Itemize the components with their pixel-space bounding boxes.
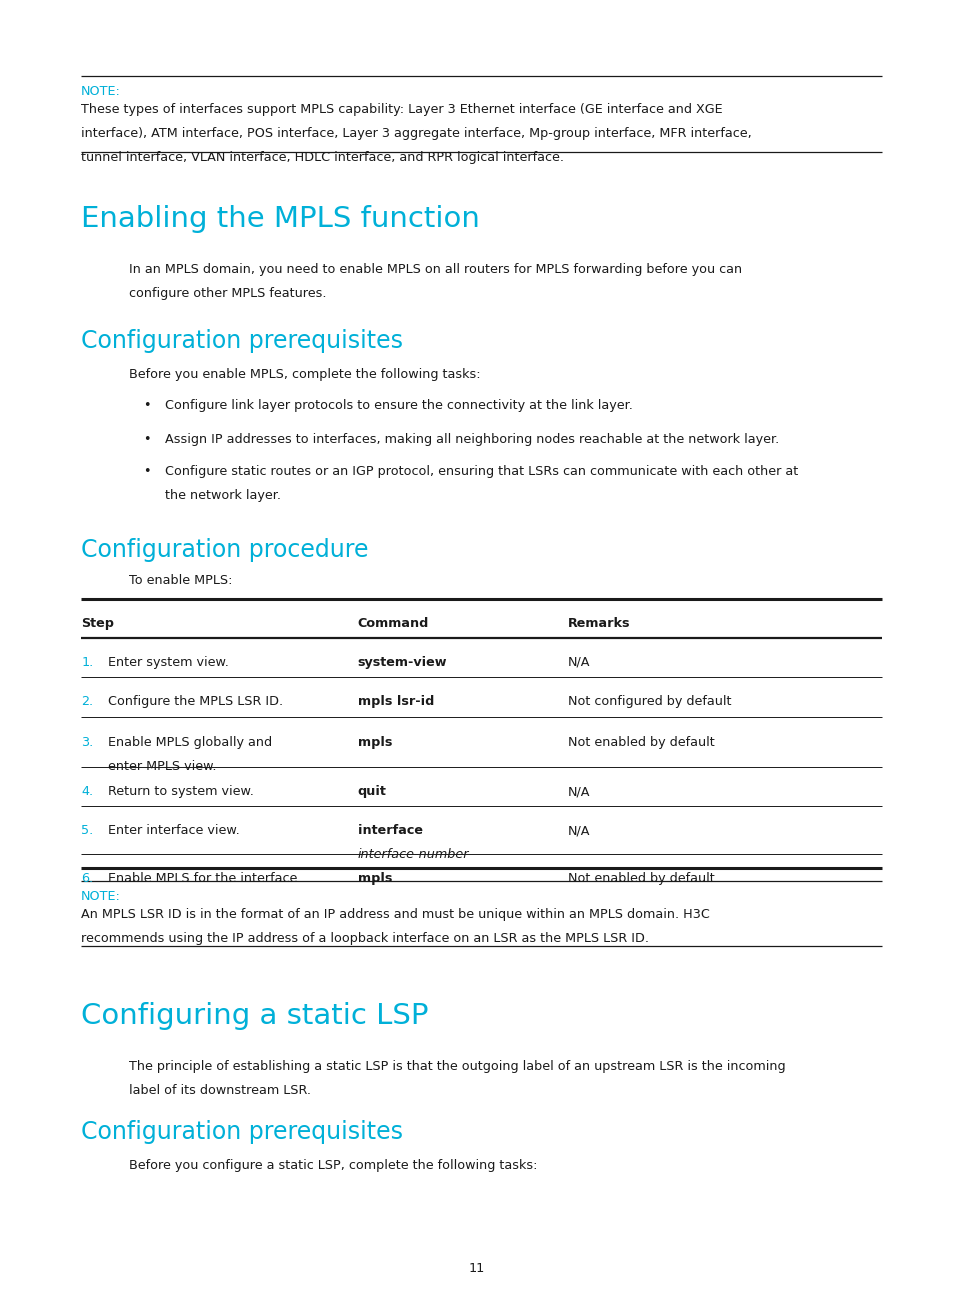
Text: Before you enable MPLS, complete the following tasks:: Before you enable MPLS, complete the fol…: [129, 368, 480, 381]
Text: N/A: N/A: [567, 656, 590, 669]
Text: Before you configure a static LSP, complete the following tasks:: Before you configure a static LSP, compl…: [129, 1159, 537, 1172]
Text: Enabling the MPLS function: Enabling the MPLS function: [81, 205, 479, 233]
Text: Not enabled by default: Not enabled by default: [567, 736, 714, 749]
Text: interface), ATM interface, POS interface, Layer 3 aggregate interface, Mp-group : interface), ATM interface, POS interface…: [81, 127, 751, 140]
Text: 11: 11: [468, 1262, 485, 1275]
Text: Configure link layer protocols to ensure the connectivity at the link layer.: Configure link layer protocols to ensure…: [165, 399, 632, 412]
Text: Enter system view.: Enter system view.: [108, 656, 229, 669]
Text: These types of interfaces support MPLS capability: Layer 3 Ethernet interface (G: These types of interfaces support MPLS c…: [81, 104, 722, 117]
Text: 3.: 3.: [81, 736, 93, 749]
Text: configure other MPLS features.: configure other MPLS features.: [129, 286, 326, 301]
Text: •: •: [143, 433, 151, 446]
Text: In an MPLS domain, you need to enable MPLS on all routers for MPLS forwarding be: In an MPLS domain, you need to enable MP…: [129, 263, 741, 276]
Text: Configuring a static LSP: Configuring a static LSP: [81, 1002, 428, 1030]
Text: mpls lsr-id: mpls lsr-id: [357, 695, 438, 708]
Text: Return to system view.: Return to system view.: [108, 785, 253, 798]
Text: Configuration prerequisites: Configuration prerequisites: [81, 329, 403, 354]
Text: 5.: 5.: [81, 824, 93, 837]
Text: Configure the MPLS LSR ID.: Configure the MPLS LSR ID.: [108, 695, 283, 708]
Text: To enable MPLS:: To enable MPLS:: [129, 574, 232, 587]
Text: interface-number: interface-number: [357, 849, 469, 862]
Text: Configure static routes or an IGP protocol, ensuring that LSRs can communicate w: Configure static routes or an IGP protoc…: [165, 465, 798, 478]
Text: 4.: 4.: [81, 785, 93, 798]
Text: Configuration procedure: Configuration procedure: [81, 538, 368, 562]
Text: quit: quit: [357, 785, 386, 798]
Text: NOTE:: NOTE:: [81, 890, 121, 903]
Text: mpls: mpls: [357, 736, 392, 749]
Text: system-view: system-view: [357, 656, 447, 669]
Text: NOTE:: NOTE:: [81, 86, 121, 98]
Text: enter MPLS view.: enter MPLS view.: [108, 759, 216, 774]
Text: An MPLS LSR ID is in the format of an IP address and must be unique within an MP: An MPLS LSR ID is in the format of an IP…: [81, 908, 709, 921]
Text: the network layer.: the network layer.: [165, 489, 281, 503]
Text: Enable MPLS for the interface.: Enable MPLS for the interface.: [108, 872, 301, 885]
Text: Not configured by default: Not configured by default: [567, 695, 730, 708]
Text: recommends using the IP address of a loopback interface on an LSR as the MPLS LS: recommends using the IP address of a loo…: [81, 933, 648, 946]
Text: 2.: 2.: [81, 695, 93, 708]
Text: Remarks: Remarks: [567, 617, 630, 630]
Text: 6.: 6.: [81, 872, 93, 885]
Text: Configuration prerequisites: Configuration prerequisites: [81, 1120, 403, 1144]
Text: Enter interface view.: Enter interface view.: [108, 824, 239, 837]
Text: Command: Command: [357, 617, 429, 630]
Text: interface: interface: [357, 824, 427, 837]
Text: •: •: [143, 399, 151, 412]
Text: label of its downstream LSR.: label of its downstream LSR.: [129, 1083, 311, 1098]
Text: tunnel interface, VLAN interface, HDLC interface, and RPR logical interface.: tunnel interface, VLAN interface, HDLC i…: [81, 152, 563, 165]
Text: •: •: [143, 465, 151, 478]
Text: 1.: 1.: [81, 656, 93, 669]
Text: Not enabled by default: Not enabled by default: [567, 872, 714, 885]
Text: Step: Step: [81, 617, 114, 630]
Text: mpls: mpls: [357, 872, 392, 885]
Text: Enable MPLS globally and: Enable MPLS globally and: [108, 736, 272, 749]
Text: The principle of establishing a static LSP is that the outgoing label of an upst: The principle of establishing a static L…: [129, 1060, 784, 1073]
Text: N/A: N/A: [567, 824, 590, 837]
Text: Assign IP addresses to interfaces, making all neighboring nodes reachable at the: Assign IP addresses to interfaces, makin…: [165, 433, 779, 446]
Text: N/A: N/A: [567, 785, 590, 798]
